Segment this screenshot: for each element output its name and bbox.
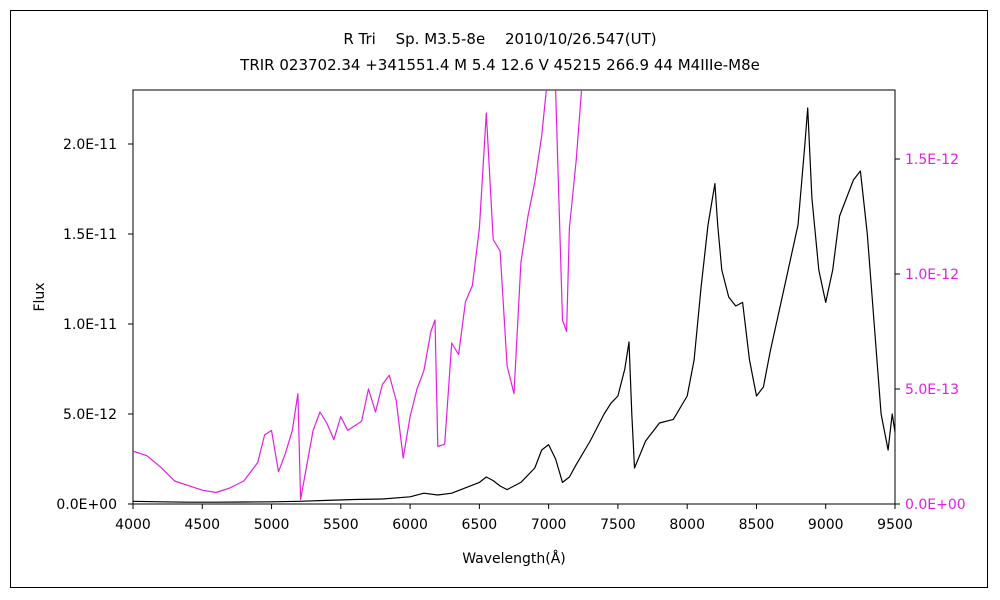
chart-title: R Tri Sp. M3.5-8e 2010/10/26.547(UT) [343, 30, 657, 48]
y-tick-label: 2.0E-11 [63, 137, 117, 153]
y2-tick-label: 1.5E-12 [905, 152, 959, 168]
x-tick-label: 9000 [808, 517, 844, 533]
y-tick-label: 5.0E-12 [63, 407, 117, 423]
x-tick-label: 8000 [669, 517, 705, 533]
chart-subtitle: TRIR 023702.34 +341551.4 M 5.4 12.6 V 45… [240, 56, 760, 74]
y-tick-label: 1.0E-11 [63, 317, 117, 333]
x-tick-label: 9500 [877, 517, 913, 533]
x-axis-label: Wavelength(Å) [462, 550, 566, 567]
x-tick-label: 5500 [323, 517, 359, 533]
x-tick-label: 5000 [254, 517, 290, 533]
x-axis: 4000 4500 5000 5500 6000 6500 7000 7500 8000 8500… [115, 504, 913, 533]
x-tick-label: 4500 [184, 517, 220, 533]
x-tick-label: 7000 [531, 517, 567, 533]
y2-tick-label: 1.0E-12 [905, 267, 959, 283]
y-axis-right: 0.0E+00 5.0E-13 1.0E-12 1.5E-12 [895, 152, 966, 513]
y2-tick-label: 5.0E-13 [905, 382, 959, 398]
x-tick-label: 6500 [462, 517, 498, 533]
chart-frame [10, 10, 988, 588]
series-line-black [133, 107, 895, 503]
x-tick-label: 6000 [392, 517, 428, 533]
y-axis-left: 0.0E+00 5.0E-12 1.0E-11 1.5E-11 2.0E-11 [56, 137, 133, 513]
x-tick-label: 4000 [115, 517, 151, 533]
series-lines [133, 90, 895, 503]
series-line-magenta [133, 90, 583, 500]
y-tick-label: 0.0E+00 [56, 497, 117, 513]
plot-area [132, 89, 896, 505]
x-tick-label: 8500 [739, 517, 775, 533]
x-tick-label: 7500 [600, 517, 636, 533]
y2-tick-label: 0.0E+00 [905, 497, 966, 513]
y-tick-label: 1.5E-11 [63, 227, 117, 243]
y-axis-label: Flux [32, 282, 48, 311]
